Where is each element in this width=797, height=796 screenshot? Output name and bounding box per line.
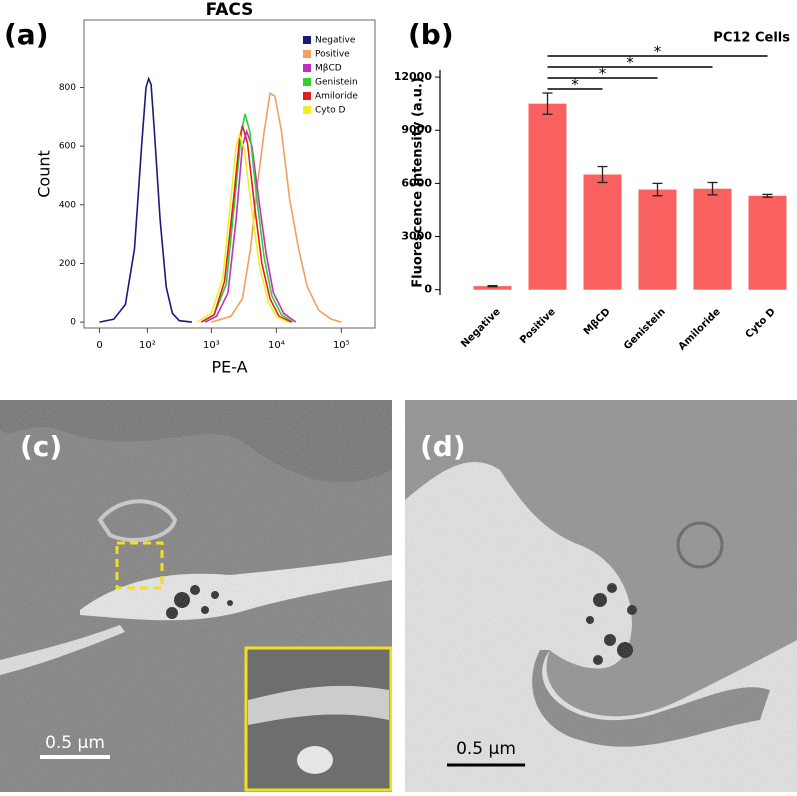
panel-label: (c) [20, 430, 62, 463]
x-tick-label: 0 [96, 340, 102, 351]
histogram-line [200, 113, 294, 323]
x-tick-label: MβCD [582, 306, 613, 337]
x-tick-label: 10³ [203, 340, 220, 351]
legend-swatch [303, 106, 311, 114]
y-tick-label: 0 [424, 283, 432, 296]
micrograph-c: 0.5 µm (c) [0, 400, 392, 792]
x-tick-label: Positive [518, 306, 558, 346]
legend-swatch [303, 36, 311, 44]
x-tick-label: Amiloride [677, 306, 723, 352]
histogram-line [211, 91, 342, 323]
panel-label: (d) [420, 430, 466, 463]
significance-label: * [626, 54, 634, 72]
y-tick-label: 6000 [401, 176, 432, 189]
y-tick-label: 400 [59, 200, 76, 210]
y-tick-label: 9000 [401, 123, 432, 136]
scale-bar-label: 0.5 µm [456, 739, 516, 759]
legend-swatch [303, 92, 311, 100]
legend-swatch [303, 78, 311, 86]
significance-label: * [654, 43, 662, 61]
bar [528, 103, 567, 290]
bar [473, 286, 512, 290]
y-tick-label: 200 [59, 259, 76, 269]
y-axis-label: Fluorescence intensity (a.u.) [411, 77, 426, 288]
histogram-line [196, 131, 289, 323]
legend-label: Positive [315, 50, 350, 60]
histogram-line [99, 76, 192, 323]
chart-title: FACS [206, 0, 254, 20]
y-tick-label: 3000 [401, 230, 432, 243]
chart-title: PC12 Cells [713, 31, 790, 46]
x-tick-label: 10⁵ [333, 340, 350, 351]
legend-swatch [303, 50, 311, 58]
legend-label: Cyto D [315, 106, 346, 116]
y-tick-label: 600 [59, 142, 76, 152]
x-tick-label: Negative [459, 306, 503, 350]
significance-label: * [599, 65, 607, 83]
bar [693, 188, 732, 290]
bar [638, 189, 677, 290]
legend-label: MβCD [315, 64, 342, 74]
plot-frame [83, 19, 376, 329]
legend-label: Amiloride [315, 92, 358, 102]
x-tick-label: Genistein [622, 306, 668, 352]
micrograph-d: 0.5 µm (d) [405, 400, 797, 792]
y-tick-label: 12000 [394, 70, 433, 83]
x-axis-label: PE-A [211, 358, 247, 377]
x-tick-label: 10⁴ [268, 340, 285, 351]
y-tick-label: 800 [59, 83, 76, 93]
y-axis-label: Count [35, 150, 54, 198]
legend-label: Genistein [315, 78, 358, 88]
x-tick-label: Cyto D [744, 306, 778, 340]
y-tick-label: 0 [70, 318, 76, 328]
legend-label: Negative [315, 36, 356, 46]
histogram-line [204, 128, 297, 323]
bar [748, 195, 787, 290]
legend-swatch [303, 64, 311, 72]
significance-label: * [571, 76, 579, 94]
bar [583, 174, 622, 290]
scale-bar-label: 0.5 µm [45, 733, 105, 753]
panel-label: (b) [408, 18, 454, 51]
histogram-line [200, 125, 292, 323]
panel-label: (a) [4, 18, 49, 51]
x-tick-label: 10² [139, 340, 156, 351]
